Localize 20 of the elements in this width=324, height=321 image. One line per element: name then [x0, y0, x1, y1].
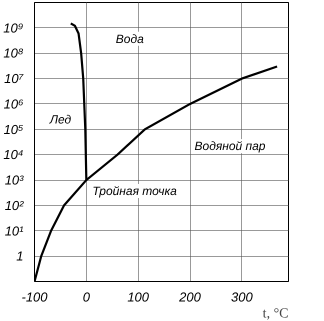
y-tick-label: 10⁴ [3, 147, 24, 162]
x-tick-label: 300 [231, 290, 254, 304]
annotation: Тройная точка [92, 184, 178, 198]
y-tick-label: 10⁸ [3, 46, 24, 61]
annotation: Вода [116, 32, 144, 46]
y-tick-label: 10⁷ [4, 71, 25, 86]
x-tick-label: 200 [178, 290, 202, 304]
y-tick-label: 1 [16, 248, 24, 264]
y-tick-label: 10¹ [4, 223, 24, 238]
y-tick-label: 10⁵ [4, 122, 24, 137]
y-tick-label: 10⁶ [4, 96, 24, 112]
y-tick-label: 10² [4, 198, 24, 213]
annotation: Лед [48, 112, 72, 127]
annotation: Водяной пар [194, 139, 266, 154]
x-tick-label: 100 [127, 290, 150, 304]
y-tick-label: 10³ [4, 172, 24, 188]
x-tick-label: -100 [21, 290, 48, 304]
x-axis-title: t, °C [262, 306, 288, 321]
x-tick-label: 0 [82, 290, 91, 304]
y-tick-label: 10⁹ [3, 20, 24, 36]
